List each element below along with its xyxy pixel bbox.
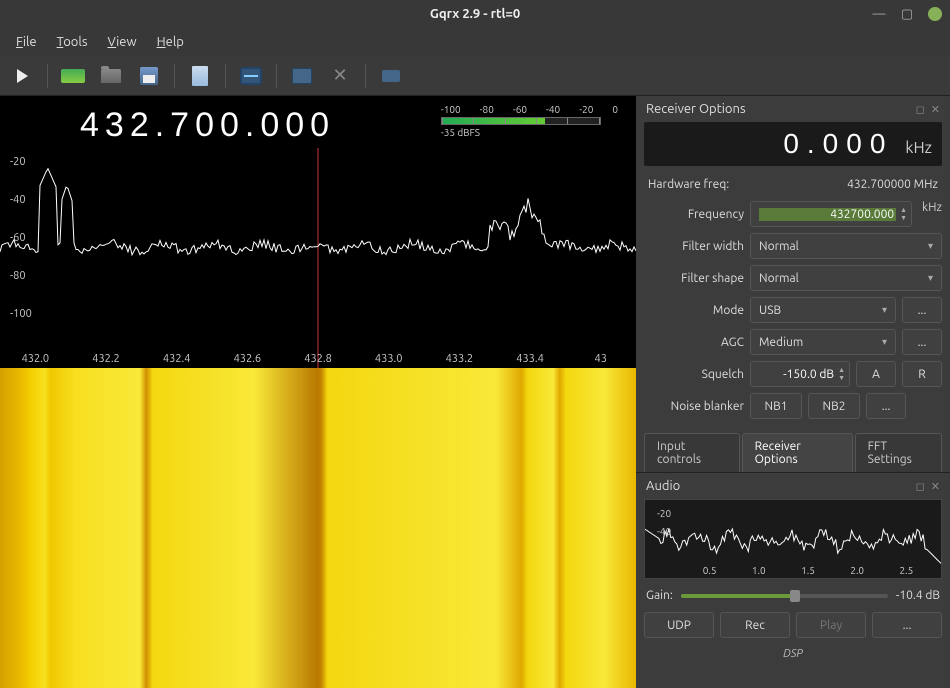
right-panel: Receiver Options ◻ ✕ 0.000 kHz Hardware … [636,96,950,688]
window-title: Gqrx 2.9 - rtl=0 [430,7,520,21]
slider-thumb[interactable] [790,590,800,602]
window-controls: — ▢ [872,7,942,21]
nb1-button[interactable]: NB1 [750,393,802,419]
gain-slider[interactable] [681,594,888,598]
chevron-down-icon: ▾ [928,240,933,252]
filter-width-select[interactable]: Normal▾ [750,233,942,259]
scope-button[interactable] [235,60,267,92]
close-panel-icon[interactable]: ✕ [931,480,940,493]
audio-panel: Audio ◻ ✕ -20-40 0.51.01.52.02.5 Gain: [636,473,950,688]
dbfs-meter: -100-80-60-40-200 -35 dBFS [441,104,618,138]
menu-view[interactable]: View [99,31,144,53]
mode-more-button[interactable]: ... [902,297,942,323]
open-button[interactable] [95,60,127,92]
rec-button[interactable]: Rec [720,612,790,638]
hardware-freq-value: 432.700000 MHz [847,178,938,191]
audio-spectrum[interactable]: -20-40 0.51.01.52.02.5 [644,499,942,579]
close-panel-icon[interactable]: ✕ [931,103,940,116]
spin-icon[interactable]: ▲▼ [900,206,907,222]
dbfs-value: -35 dBFS [441,127,618,138]
chevron-down-icon: ▾ [882,304,887,316]
audio-panel-header: Audio ◻ ✕ [636,473,950,497]
bookmark-button[interactable] [184,60,216,92]
tab-input-controls[interactable]: Input controls [644,433,740,472]
hardware-freq-label: Hardware freq: [648,178,729,191]
offset-digits: 0.000 [783,128,893,160]
squelch-row: Squelch -150.0 dB ▲▼ A R [644,361,942,387]
audio-buttons: UDP Rec Play ... [636,606,950,644]
nb-more-button[interactable]: ... [866,393,906,419]
dbfs-scale: -100-80-60-40-200 [441,104,618,115]
offset-lcd[interactable]: 0.000 kHz [644,122,942,166]
toolbar-separator [276,64,277,88]
dsp-label: DSP [636,644,950,670]
device-button[interactable] [57,60,89,92]
titlebar: Gqrx 2.9 - rtl=0 — ▢ [0,0,950,28]
receiver-form: Frequency 432700.000 ▲▼ kHz Filter width… [636,201,950,425]
squelch-input[interactable]: -150.0 dB ▲▼ [750,361,850,387]
noise-blanker-row: Noise blanker NB1 NB2 ... [644,393,942,419]
menu-tools[interactable]: Tools [49,31,96,53]
udp-button[interactable]: UDP [644,612,714,638]
dbfs-bar [441,117,601,125]
agc-row: AGC Medium▾ ... [644,329,942,355]
settings-button[interactable]: ✕ [324,60,356,92]
fullscreen-button[interactable] [375,60,407,92]
main-area: 432.700.000 -100-80-60-40-200 -35 dBFS -… [0,96,950,688]
play-button[interactable]: Play [796,612,866,638]
maximize-icon[interactable]: ▢ [900,7,914,21]
agc-select[interactable]: Medium▾ [750,329,896,355]
audio-more-button[interactable]: ... [872,612,942,638]
chevron-down-icon: ▾ [882,336,887,348]
spin-icon[interactable]: ▲▼ [838,366,845,382]
squelch-reset-button[interactable]: R [902,361,942,387]
frequency-display[interactable]: 432.700.000 [80,106,335,145]
frequency-input[interactable]: 432700.000 ▲▼ [750,201,912,227]
filter-shape-select[interactable]: Normal▾ [750,265,942,291]
menu-file[interactable]: File [8,31,45,53]
mode-row: Mode USB▾ ... [644,297,942,323]
undock-icon[interactable]: ◻ [916,480,925,493]
spectrum-y-labels: -20-40-60-80-100 [10,156,32,346]
mode-select[interactable]: USB▾ [750,297,896,323]
receiver-panel-header: Receiver Options ◻ ✕ [636,96,950,120]
save-button[interactable] [133,60,165,92]
panel-tabs: Input controls Receiver Options FFT Sett… [636,425,950,473]
close-icon[interactable] [928,7,942,21]
agc-more-button[interactable]: ... [902,329,942,355]
spectrum-x-labels: 432.0432.2432.4432.6432.8433.0433.2433.4… [0,353,636,368]
hardware-freq-row: Hardware freq: 432.700000 MHz [636,174,950,201]
remote-button[interactable] [286,60,318,92]
audio-x-labels: 0.51.01.52.02.5 [685,565,931,576]
squelch-auto-button[interactable]: A [856,361,896,387]
spectrum-waterfall[interactable]: 432.700.000 -100-80-60-40-200 -35 dBFS -… [0,96,636,688]
toolbar-separator [225,64,226,88]
receiver-panel-title: Receiver Options [646,102,746,116]
menubar: File Tools View Help [0,28,950,56]
filter-shape-row: Filter shape Normal▾ [644,265,942,291]
chevron-down-icon: ▾ [928,272,933,284]
offset-unit: kHz [905,139,932,157]
toolbar-separator [47,64,48,88]
play-button[interactable] [6,60,38,92]
filter-width-row: Filter width Normal▾ [644,233,942,259]
toolbar-separator [174,64,175,88]
gain-label: Gain: [646,589,673,602]
frequency-row: Frequency 432700.000 ▲▼ kHz [644,201,942,227]
spectrum-plot[interactable]: 432.700.000 -100-80-60-40-200 -35 dBFS -… [0,96,636,368]
tab-receiver-options[interactable]: Receiver Options [742,433,853,472]
waterfall-plot[interactable] [0,368,636,688]
menu-help[interactable]: Help [149,31,192,53]
gain-value: -10.4 dB [896,589,940,602]
audio-y-labels: -20-40 [657,508,671,544]
tab-fft-settings[interactable]: FFT Settings [855,433,942,472]
nb2-button[interactable]: NB2 [808,393,860,419]
gain-row: Gain: -10.4 dB [636,585,950,606]
toolbar: ✕ [0,56,950,96]
audio-panel-title: Audio [646,479,680,493]
minimize-icon[interactable]: — [872,7,886,21]
toolbar-separator [365,64,366,88]
undock-icon[interactable]: ◻ [916,103,925,116]
